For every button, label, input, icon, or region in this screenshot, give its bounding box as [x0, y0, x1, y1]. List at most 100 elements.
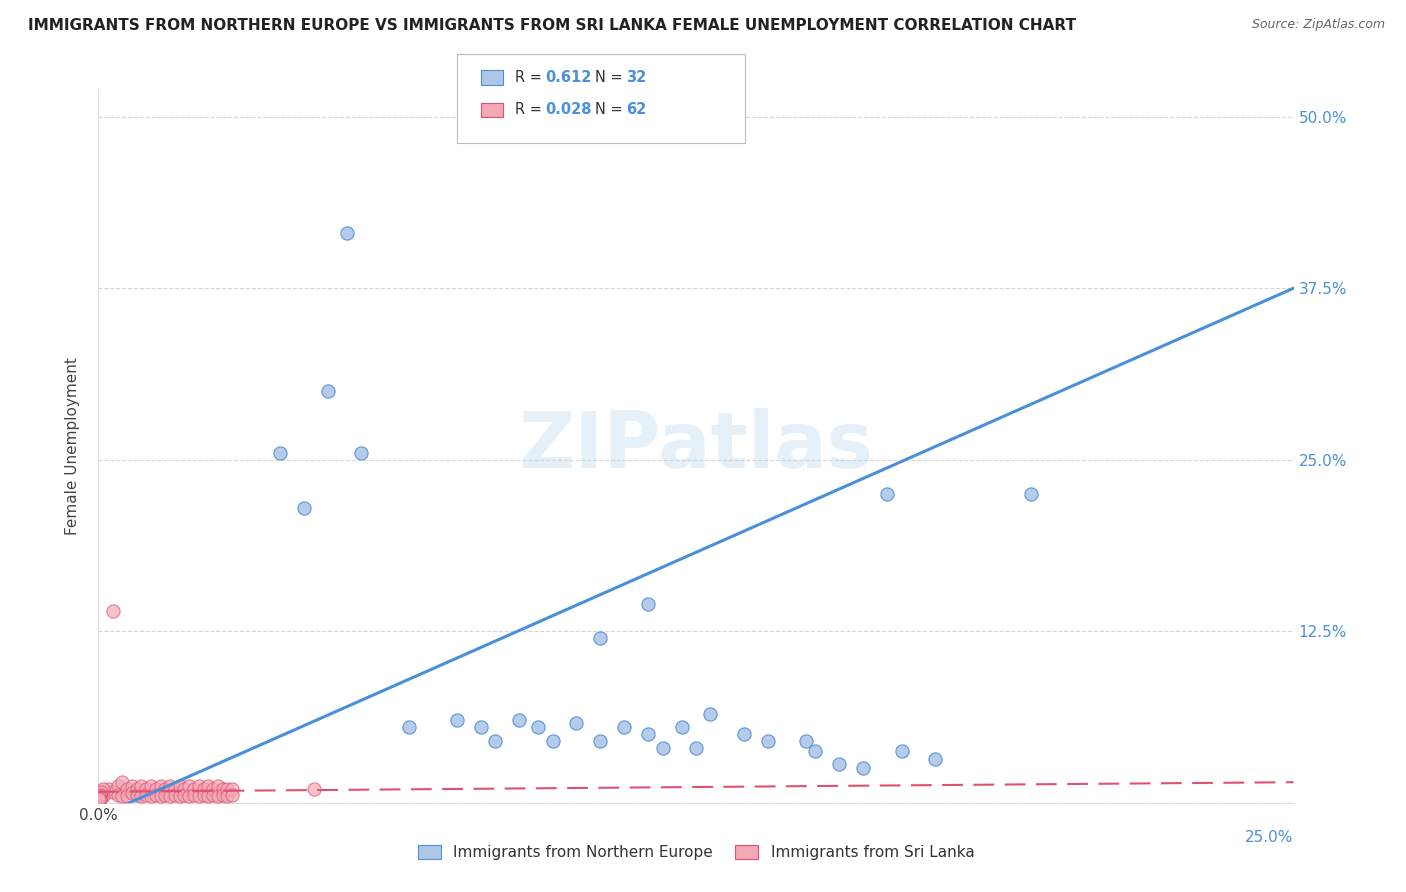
Point — [149, 780, 172, 794]
Point — [217, 782, 239, 797]
Point — [97, 782, 120, 797]
Point — [1019, 487, 1042, 501]
Point — [91, 789, 114, 803]
Point — [111, 789, 134, 803]
Text: N =: N = — [595, 103, 627, 117]
Text: ZIPatlas: ZIPatlas — [519, 408, 873, 484]
Point — [89, 791, 111, 805]
Point — [193, 788, 215, 802]
Point — [111, 775, 134, 789]
Point — [179, 789, 201, 803]
Point — [131, 789, 153, 803]
Point — [173, 782, 195, 797]
Point — [193, 782, 215, 797]
Point — [121, 780, 143, 794]
Point — [541, 734, 564, 748]
Point — [221, 788, 243, 802]
Point — [135, 788, 157, 802]
Point — [699, 706, 721, 721]
Point — [269, 446, 291, 460]
Point — [202, 782, 225, 797]
Point — [211, 782, 233, 797]
Point — [852, 762, 875, 776]
Point — [139, 780, 162, 794]
Point — [637, 597, 659, 611]
Point — [794, 734, 817, 748]
Point — [179, 780, 201, 794]
Point — [651, 740, 673, 755]
Point — [89, 789, 111, 803]
Point — [107, 780, 129, 794]
Text: 0.028: 0.028 — [546, 103, 592, 117]
Point — [527, 720, 550, 734]
Y-axis label: Female Unemployment: Female Unemployment — [65, 357, 80, 535]
Point — [804, 744, 827, 758]
Point — [217, 789, 239, 803]
Text: 32: 32 — [626, 70, 645, 85]
Text: 62: 62 — [626, 103, 645, 117]
Legend: Immigrants from Northern Europe, Immigrants from Sri Lanka: Immigrants from Northern Europe, Immigra… — [412, 839, 980, 866]
Point — [197, 789, 219, 803]
Point — [221, 782, 243, 797]
Text: N =: N = — [595, 70, 627, 85]
Point — [336, 227, 359, 241]
Point — [197, 780, 219, 794]
Point — [733, 727, 755, 741]
Point — [187, 780, 209, 794]
Point — [292, 500, 315, 515]
Text: IMMIGRANTS FROM NORTHERN EUROPE VS IMMIGRANTS FROM SRI LANKA FEMALE UNEMPLOYMENT: IMMIGRANTS FROM NORTHERN EUROPE VS IMMIG… — [28, 18, 1076, 33]
Point — [125, 782, 148, 797]
Point — [470, 720, 492, 734]
Point — [91, 782, 114, 797]
Point — [637, 727, 659, 741]
Point — [756, 734, 779, 748]
Point — [89, 791, 111, 805]
Point — [613, 720, 636, 734]
Point — [107, 788, 129, 802]
Point — [145, 788, 167, 802]
Point — [565, 716, 588, 731]
Point — [115, 789, 138, 803]
Point — [155, 788, 177, 802]
Point — [207, 789, 229, 803]
Point — [163, 782, 186, 797]
Point — [89, 788, 111, 802]
Point — [173, 788, 195, 802]
Point — [685, 740, 707, 755]
Point — [589, 734, 612, 748]
Point — [350, 446, 373, 460]
Point — [508, 714, 530, 728]
Point — [121, 786, 143, 800]
Point — [169, 789, 191, 803]
Point — [211, 788, 233, 802]
Point — [90, 790, 112, 805]
Point — [101, 785, 124, 799]
Point — [115, 782, 138, 797]
Point — [169, 780, 191, 794]
Point — [155, 782, 177, 797]
Point — [589, 631, 612, 645]
Point — [398, 720, 420, 734]
Point — [183, 788, 205, 802]
Text: Source: ZipAtlas.com: Source: ZipAtlas.com — [1251, 18, 1385, 31]
Point — [131, 780, 153, 794]
Point — [890, 744, 912, 758]
Text: R =: R = — [515, 103, 546, 117]
Point — [302, 782, 325, 797]
Point — [484, 734, 506, 748]
Point — [145, 782, 167, 797]
Point — [135, 782, 157, 797]
Point — [183, 782, 205, 797]
Point — [163, 788, 186, 802]
Point — [90, 785, 112, 799]
Point — [446, 714, 468, 728]
Point — [159, 789, 181, 803]
Point — [876, 487, 898, 501]
Text: R =: R = — [515, 70, 546, 85]
Text: 0.612: 0.612 — [546, 70, 592, 85]
Point — [125, 788, 148, 802]
Point — [207, 780, 229, 794]
Point — [202, 788, 225, 802]
Point — [187, 789, 209, 803]
Point — [149, 789, 172, 803]
